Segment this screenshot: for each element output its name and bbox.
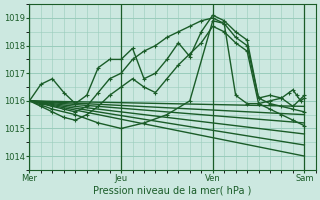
X-axis label: Pression niveau de la mer( hPa ): Pression niveau de la mer( hPa ) (93, 186, 252, 196)
